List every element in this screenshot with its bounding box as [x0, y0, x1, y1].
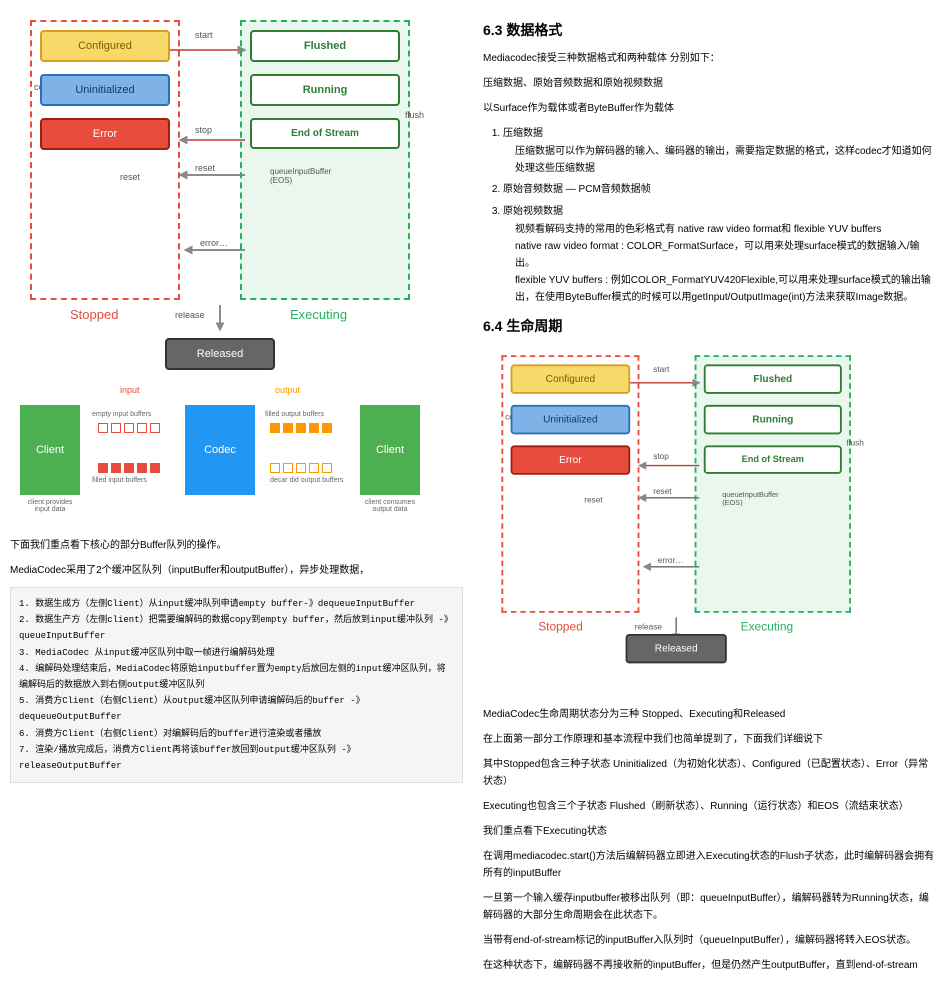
r-p9: 在这种状态下，编解码器不再接收新的inputBuffer，但是仍然产生outpu… — [483, 957, 936, 974]
label-reset-3b: reset — [653, 487, 671, 496]
state-diagram-2: Configured configure reset Uninitialized… — [483, 346, 869, 663]
li-1-body: 压缩数据可以作为解码器的输入、编码器的输出，需要指定数据的格式，这样codec才… — [515, 143, 936, 177]
r-p1: MediaCodec生命周期状态分为三种 Stopped、Executing和R… — [483, 706, 936, 723]
step-7: 渲染/播放完成后，消费方Client再将该buffer放回到output缓冲区队… — [19, 745, 356, 771]
step-5: 消费方Client（右侧Client）从output缓冲区队列申请编解码后的bu… — [19, 696, 365, 722]
left-column: Configured configure reset Uninitialized… — [10, 10, 463, 982]
state-error-2: Error — [511, 445, 631, 474]
step-1: 数据生成方（左侧Client）从input缓冲队列申请empty buffer-… — [35, 599, 415, 609]
state-uninitialized-2: Uninitialized — [511, 405, 631, 434]
codec-box: Codec — [185, 405, 255, 495]
filled-in-label: filled input buffers — [92, 477, 147, 484]
state-flushed-2: Flushed — [704, 364, 842, 393]
state-eos: End of Stream — [250, 118, 400, 149]
empty-in-label: empty input buffers — [92, 411, 151, 418]
left-para-1: 下面我们重点看下核心的部分Buffer队列的操作。 — [10, 537, 463, 554]
heading-63: 6.3 数据格式 — [483, 20, 936, 40]
filled-in-row — [98, 463, 160, 473]
state-uninitialized: Uninitialized — [40, 74, 170, 106]
label-reset-3: reset — [195, 163, 215, 173]
client-left: Client — [20, 405, 80, 495]
r-p2: 在上面第一部分工作原理和基本流程中我们也简单提到了，下面我们详细说下 — [483, 731, 936, 748]
list-63: 压缩数据 压缩数据可以作为解码器的输入、编码器的输出，需要指定数据的格式，这样c… — [503, 125, 936, 306]
label-queue-eos-2: queueInputBuffer (EOS) — [722, 490, 778, 507]
intro-63-l1: Mediacodec接受三种数据格式和两种载体 分别如下： — [483, 50, 936, 67]
executing-group: Flushed dequeueInputBuffer Running queue… — [240, 20, 410, 300]
executing-group-2: Flushed dequeueInputBuffer Running queue… — [695, 355, 851, 613]
executing-label: Executing — [290, 307, 347, 322]
executing-label-2: Executing — [741, 619, 794, 633]
li-3-b3: flexible YUV buffers : 例如COLOR_FormatYUV… — [515, 272, 936, 306]
r-p7: 一旦第一个输入缓存inputbuffer被移出队列（即：queueInputBu… — [483, 890, 936, 924]
released-row-2: Released — [612, 634, 741, 663]
output-label: output — [275, 385, 300, 395]
li-1-title: 压缩数据 — [503, 128, 543, 139]
input-label: input — [120, 385, 140, 395]
label-error-2: error… — [658, 556, 684, 565]
li-1: 压缩数据 压缩数据可以作为解码器的输入、编码器的输出，需要指定数据的格式，这样c… — [503, 125, 936, 177]
label-flush: flush — [405, 110, 424, 120]
r-p4: Executing也包含三个子状态 Flushed（刷新状态）、Running（… — [483, 798, 936, 815]
li-3-b1: 视频看解码支持的常用的色彩格式有 native raw video format… — [515, 221, 936, 238]
state-flushed: Flushed — [250, 30, 400, 62]
label-reset-2b: reset — [584, 495, 602, 504]
label-stop: stop — [195, 125, 212, 135]
state-configured-2: Configured — [511, 364, 631, 393]
stopped-group: Configured configure reset Uninitialized… — [30, 20, 180, 300]
stopped-label: Stopped — [70, 307, 118, 322]
empty-out-row — [270, 463, 332, 473]
label-start: start — [195, 30, 213, 40]
li-3-title: 原始视频数据 — [503, 206, 563, 217]
label-start-2: start — [653, 364, 669, 373]
state-running: Running — [250, 74, 400, 106]
buffer-diagram: input output Client Codec Client empty i… — [10, 385, 430, 525]
left-para-2: MediaCodec采用了2个缓冲区队列（inputBuffer和outputB… — [10, 562, 463, 579]
filled-out-row — [270, 423, 332, 433]
stopped-label-2: Stopped — [538, 619, 583, 633]
li-3-b2: native raw video format : COLOR_FormatSu… — [515, 238, 936, 272]
label-queue-eos: queueInputBuffer (EOS) — [270, 167, 331, 185]
state-error: Error — [40, 118, 170, 150]
label-release: release — [175, 310, 205, 320]
stopped-group-2: Configured configure reset Uninitialized… — [501, 355, 639, 613]
intro-63-l3: 以Surface作为载体或者ByteBuffer作为载体 — [483, 100, 936, 117]
filled-out-label: filled output buffers — [265, 411, 324, 418]
released-row: Released — [150, 338, 290, 370]
steps-block: 1. 数据生成方（左侧Client）从input缓冲队列申请empty buff… — [10, 587, 463, 783]
label-flush-2: flush — [846, 438, 863, 447]
step-4: 编解码处理结束后，MediaCodec将原始inputbuffer置为empty… — [19, 664, 446, 690]
li-3: 原始视频数据 视频看解码支持的常用的色彩格式有 native raw video… — [503, 203, 936, 306]
client-right: Client — [360, 405, 420, 495]
state-released-2: Released — [626, 634, 727, 663]
r-p5: 我们重点看下Executing状态 — [483, 823, 936, 840]
li-2: 原始音频数据 — PCM音频数据帧 — [503, 181, 936, 199]
label-release-2: release — [635, 622, 662, 631]
consumes-label: client consumes output data — [360, 499, 420, 513]
heading-64: 6.4 生命周期 — [483, 316, 936, 336]
state-running-2: Running — [704, 405, 842, 434]
state-released: Released — [165, 338, 275, 370]
step-2: 数据生产方（左侧client）把需要编解码的数据copy到empty buffe… — [19, 615, 453, 641]
state-diagram-1: Configured configure reset Uninitialized… — [10, 10, 430, 370]
state-configured: Configured — [40, 30, 170, 62]
right-column: 6.3 数据格式 Mediacodec接受三种数据格式和两种载体 分别如下： 压… — [483, 10, 936, 982]
r-p3: 其中Stopped包含三种子状态 Uninitialized（为初始化状态）、C… — [483, 756, 936, 790]
step-6: 消费方Client（右侧Client）对编解码后的buffer进行渲染或者播放 — [35, 729, 321, 739]
label-error: error… — [200, 238, 228, 248]
intro-63-l2: 压缩数据、原始音频数据和原始视频数据 — [483, 75, 936, 92]
step-3: MediaCodec 从input缓冲区队列中取一帧进行编解码处理 — [35, 648, 274, 658]
label-reset-2: reset — [120, 172, 140, 182]
provides-label: client provides input data — [20, 499, 80, 513]
decar-label: decar did output buffers — [270, 477, 343, 484]
r-p8: 当带有end-of-stream标记的inputBuffer入队列时（queue… — [483, 932, 936, 949]
state-eos-2: End of Stream — [704, 445, 842, 474]
r-p6: 在调用mediacodec.start()方法后编解码器立即进入Executin… — [483, 848, 936, 882]
empty-in-row — [98, 423, 160, 433]
label-stop-2: stop — [653, 452, 669, 461]
